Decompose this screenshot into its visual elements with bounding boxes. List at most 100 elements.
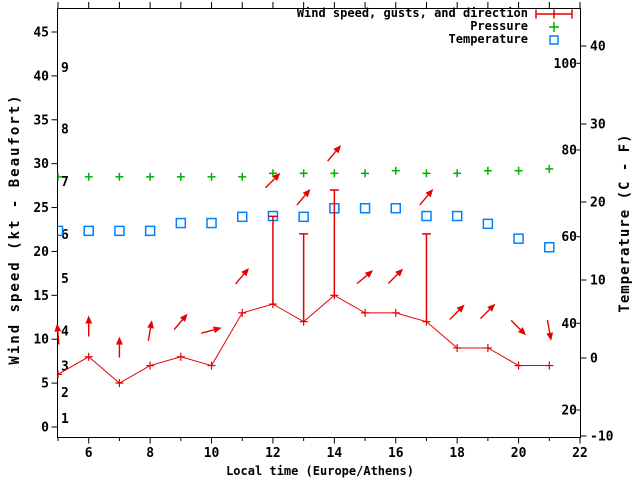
temperature-marker [206, 217, 217, 229]
legend-temperature-label: Temperature [448, 32, 528, 46]
wind-direction-arrow [147, 327, 152, 341]
wind-sample-icon [535, 9, 573, 18]
wind-direction-arrowhead [54, 323, 62, 332]
temperature-marker [513, 233, 524, 244]
x-tick-label: 12 [265, 446, 281, 461]
wind-direction-arrow [57, 331, 60, 345]
wind-direction-arrowhead [302, 188, 311, 198]
wind-direction-arrow [479, 308, 491, 320]
wind-kt-tick-label: 40 [33, 69, 49, 84]
x-tick-label: 20 [511, 446, 527, 461]
wind-kt-tick-label: 45 [33, 25, 49, 40]
x-tick-label: 6 [85, 446, 93, 461]
celsius-tick-label: 30 [590, 118, 606, 133]
wind-direction-arrowhead [241, 267, 249, 277]
wind-direction-arrow [296, 194, 306, 206]
temperature-marker [451, 210, 463, 222]
legend-row-temperature: Temperature [297, 33, 574, 46]
legend-row-pressure: Pressure [297, 20, 574, 33]
temperature-marker [144, 225, 156, 237]
temperature-marker [482, 218, 494, 230]
wind-kt-tick-label: 35 [33, 113, 49, 128]
fahrenheit-label: 80 [561, 144, 577, 159]
right-axis-title: Temperature (C - F) [617, 133, 633, 313]
beaufort-label: 8 [61, 123, 69, 138]
x-tick-label: 8 [146, 446, 154, 461]
wind-direction-arrowhead [546, 332, 554, 341]
wind-kt-tick-label: 25 [33, 201, 49, 216]
celsius-tick-label: 0 [590, 352, 598, 367]
temperature-marker [544, 241, 555, 253]
wind-direction-arrow [387, 273, 399, 284]
x-axis-title: Local time (Europe/Athens) [226, 464, 414, 478]
celsius-tick-label: 10 [590, 274, 606, 289]
temperature-marker [83, 225, 94, 237]
wind-direction-arrows [54, 145, 554, 358]
wind-direction-arrowhead [517, 327, 527, 336]
wind-direction-arrow [234, 273, 245, 285]
legend: Wind speed, gusts, and direction Pressur… [297, 7, 574, 46]
wind-direction-arrow [356, 274, 368, 285]
wind-direction-arrowhead [213, 326, 222, 334]
x-tick-label: 10 [204, 446, 220, 461]
wind-direction-arrowhead [395, 268, 404, 277]
x-tick-label: 22 [572, 446, 588, 461]
x-tick-label: 16 [388, 446, 404, 461]
beaufort-label: 1 [61, 412, 69, 427]
beaufort-label: 3 [61, 360, 69, 375]
beaufort-label: 2 [61, 386, 69, 401]
wind-direction-arrowhead [147, 320, 154, 329]
wind-kt-tick-label: 20 [33, 245, 49, 260]
celsius-tick-label: 20 [590, 196, 606, 211]
beaufort-label: 6 [61, 228, 69, 243]
fahrenheit-label: 40 [561, 317, 577, 332]
wind-direction-arrowhead [487, 303, 496, 312]
temperature-marker [359, 202, 371, 214]
wind-direction-arrowhead [116, 336, 123, 345]
wind-direction-arrow [173, 319, 183, 331]
wind-direction-arrow [327, 150, 337, 162]
wind-direction-arrowhead [85, 315, 93, 324]
temperature-marker [114, 225, 125, 237]
temperature-marker [57, 225, 64, 237]
plot-border [57, 8, 581, 438]
temperature-square-icon [549, 34, 559, 45]
wind-kt-tick-label: 0 [41, 421, 49, 436]
wind-kt-tick-label: 30 [33, 157, 49, 172]
wind-direction-arrow [201, 329, 215, 334]
legend-wind-label: Wind speed, gusts, and direction [296, 6, 528, 20]
wind-direction-arrowhead [364, 270, 374, 278]
wind-direction-arrow [546, 319, 551, 334]
legend-pressure-label: Pressure [470, 19, 528, 33]
beaufort-label: 7 [61, 175, 69, 190]
wind-direction-arrowhead [272, 172, 281, 181]
temperature-marker [421, 210, 432, 222]
beaufort-label: 9 [61, 61, 69, 76]
wind-direction-arrow [510, 319, 521, 331]
beaufort-label: 5 [61, 272, 69, 287]
temperature-marker [236, 211, 248, 223]
wind-direction-arrowhead [179, 313, 188, 322]
fahrenheit-label: 60 [561, 230, 577, 245]
temperature-marker [390, 202, 402, 214]
wind-direction-arrow [419, 194, 429, 206]
celsius-tick-label: -10 [590, 430, 614, 445]
wind-kt-tick-label: 5 [41, 377, 49, 392]
celsius-tick-label: 40 [590, 40, 606, 55]
temperature-marker [298, 211, 309, 223]
temperature-marker [175, 217, 187, 229]
x-tick-label: 18 [449, 446, 465, 461]
wind-direction-arrowhead [333, 145, 342, 154]
wind-kt-tick-label: 10 [33, 333, 49, 348]
fahrenheit-label: 100 [554, 57, 578, 72]
wind-kt-tick-label: 15 [33, 289, 49, 304]
axis-ticks [51, 2, 587, 444]
beaufort-label: 4 [61, 324, 69, 339]
fahrenheit-label: 20 [561, 404, 577, 419]
wind-series [57, 189, 554, 388]
wind-direction-arrow [265, 178, 276, 189]
wind-direction-arrowhead [456, 304, 465, 313]
